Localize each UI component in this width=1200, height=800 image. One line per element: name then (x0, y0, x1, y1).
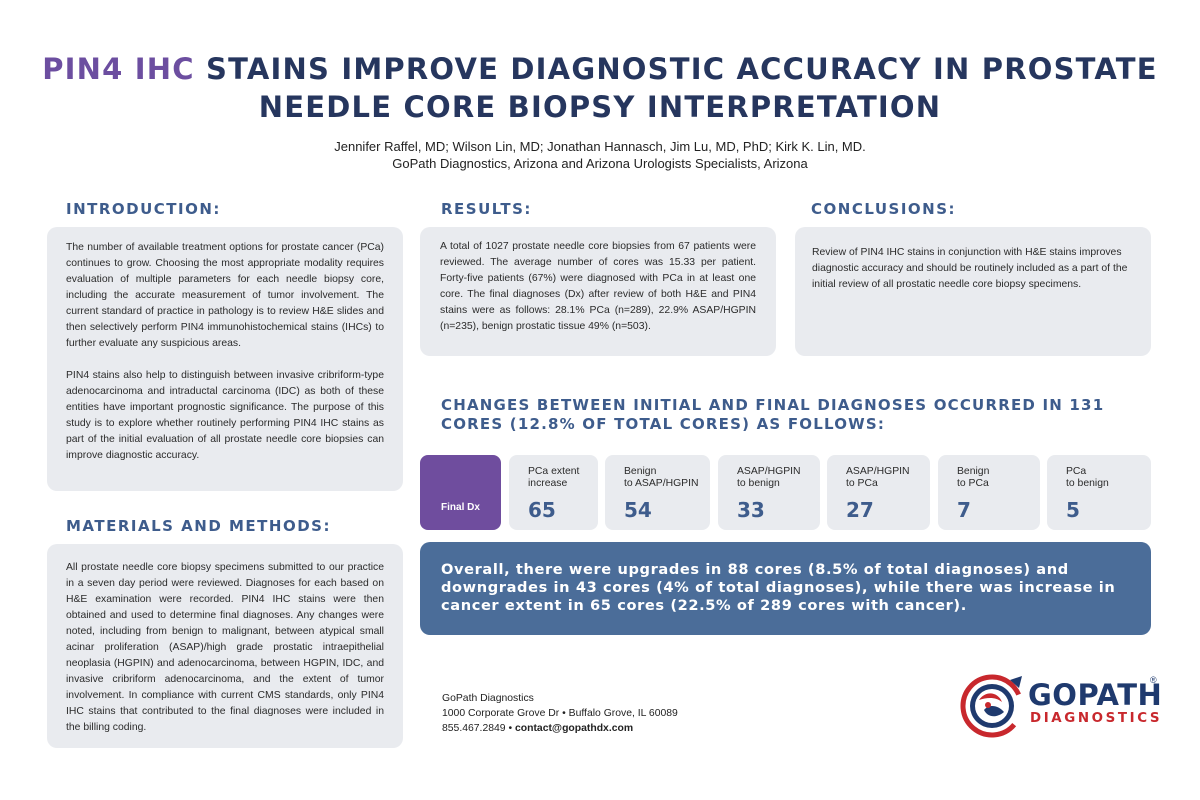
contact-address: 1000 Corporate Grove Dr • Buffalo Grove,… (442, 708, 678, 719)
stat-label: Benign to PCa (957, 466, 990, 489)
title-line-1-rest: STAINS IMPROVE DIAGNOSTIC ACCURACY IN PR… (194, 52, 1158, 86)
stat-value: 27 (846, 498, 874, 522)
methods-heading: MATERIALS AND METHODS: (66, 517, 331, 535)
stat-card: PCa extent increase 65 (509, 455, 598, 530)
methods-text: All prostate needle core biopsy specimen… (66, 562, 384, 733)
title-line-1: PIN4 IHC STAINS IMPROVE DIAGNOSTIC ACCUR… (0, 50, 1200, 88)
authors: Jennifer Raffel, MD; Wilson Lin, MD; Jon… (334, 139, 866, 154)
registered-mark: ® (1150, 675, 1157, 685)
author-block: Jennifer Raffel, MD; Wilson Lin, MD; Jon… (0, 138, 1200, 172)
introduction-box: The number of available treatment option… (47, 227, 403, 491)
gopath-logo-icon (960, 674, 1024, 738)
stat-value: 65 (528, 498, 556, 522)
conclusions-heading: CONCLUSIONS: (811, 200, 957, 218)
final-dx-label: Final Dx (420, 455, 501, 530)
stat-card: ASAP/HGPIN to PCa 27 (827, 455, 930, 530)
results-heading: RESULTS: (441, 200, 532, 218)
affiliation: GoPath Diagnostics, Arizona and Arizona … (392, 156, 808, 171)
stat-value: 7 (957, 498, 971, 522)
stat-label: ASAP/HGPIN to benign (737, 466, 801, 489)
contact-phone: 855.467.2849 • (442, 723, 515, 734)
stat-card: Benign to PCa 7 (938, 455, 1040, 530)
stat-label: PCa extent increase (528, 466, 580, 489)
stat-value: 5 (1066, 498, 1080, 522)
logo-wordmark: GOPATH (1028, 678, 1163, 712)
stat-card: ASAP/HGPIN to benign 33 (718, 455, 820, 530)
stat-card: Benign to ASAP/HGPIN 54 (605, 455, 710, 530)
conclusions-text: Review of PIN4 IHC stains in conjunction… (812, 247, 1128, 290)
title-accent: PIN4 IHC (42, 52, 195, 86)
stat-card: PCa to benign 5 (1047, 455, 1151, 530)
title-line-2: NEEDLE CORE BIOPSY INTERPRETATION (258, 90, 942, 124)
results-text: A total of 1027 prostate needle core bio… (440, 241, 756, 332)
stat-label: PCa to benign (1066, 466, 1109, 489)
stat-value: 54 (624, 498, 652, 522)
stat-label: Benign to ASAP/HGPIN (624, 466, 699, 489)
introduction-paragraph-1: The number of available treatment option… (66, 242, 384, 349)
stat-value: 33 (737, 498, 765, 522)
contact-name: GoPath Diagnostics (442, 693, 534, 704)
introduction-paragraph-2: PIN4 stains also help to distinguish bet… (66, 370, 384, 461)
poster-title: PIN4 IHC STAINS IMPROVE DIAGNOSTIC ACCUR… (0, 50, 1200, 126)
contact-line: 855.467.2849 • contact@gopathdx.com (442, 721, 678, 736)
introduction-heading: INTRODUCTION: (66, 200, 221, 218)
overall-summary-banner: Overall, there were upgrades in 88 cores… (420, 542, 1151, 635)
logo-subtitle: DIAGNOSTICS (1030, 711, 1163, 726)
contact-block: GoPath Diagnostics 1000 Corporate Grove … (442, 691, 678, 736)
conclusions-box: Review of PIN4 IHC stains in conjunction… (795, 227, 1151, 356)
results-box: A total of 1027 prostate needle core bio… (420, 227, 776, 356)
stat-label: ASAP/HGPIN to PCa (846, 466, 910, 489)
changes-title: CHANGES BETWEEN INITIAL AND FINAL DIAGNO… (441, 396, 1105, 433)
methods-box: All prostate needle core biopsy specimen… (47, 544, 403, 748)
contact-email[interactable]: contact@gopathdx.com (514, 723, 634, 734)
